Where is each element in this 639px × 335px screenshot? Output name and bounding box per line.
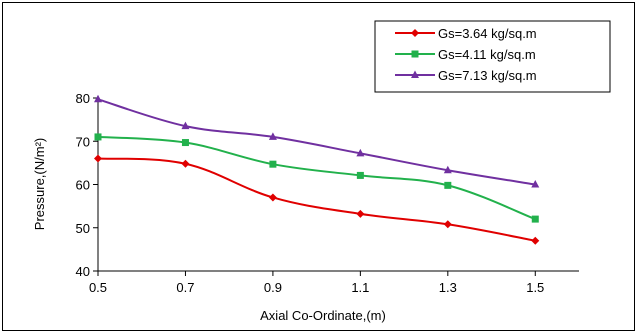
axes (97, 98, 579, 272)
legend-label: Gs=4.11 kg/sq.m (438, 47, 536, 62)
series-line (97, 135, 536, 221)
data-point (444, 181, 452, 189)
data-point (94, 154, 102, 163)
data-point (94, 133, 102, 141)
series-line (97, 157, 536, 242)
data-point (356, 209, 365, 218)
x-tick-label: 1.1 (351, 280, 369, 295)
legend: Gs=3.64 kg/sq.m Gs=4.11 kg/sq.m Gs=7.13 kg… (374, 20, 611, 93)
x-tick-label: 0.9 (264, 280, 282, 295)
series-1 (94, 154, 540, 245)
data-point (356, 171, 364, 179)
data-point (94, 94, 102, 103)
y-tick-label: 40 (76, 264, 90, 279)
data-point (531, 236, 540, 245)
y-tick-label: 50 (76, 221, 90, 236)
data-point (181, 159, 190, 168)
data-point (269, 160, 277, 168)
x-ticks: 0.5 0.7 0.9 1.1 1.3 1.5 (89, 271, 544, 295)
y-ticks: 40 50 60 70 80 (76, 91, 98, 279)
legend-marker (411, 29, 419, 37)
x-tick-label: 0.5 (89, 280, 107, 295)
y-tick-label: 70 (76, 134, 90, 149)
series-layer (94, 94, 540, 245)
data-point (356, 148, 365, 157)
data-point (268, 193, 277, 202)
legend-label: Gs=7.13 kg/sq.m (438, 68, 537, 83)
data-point (181, 121, 190, 130)
series-2 (94, 133, 539, 223)
data-point (181, 139, 189, 147)
y-tick-label: 60 (76, 178, 90, 193)
data-point (268, 132, 277, 140)
data-point (443, 165, 452, 174)
series-3 (94, 94, 540, 188)
series-line (97, 98, 536, 186)
x-axis-title: Axial Co-Ordinate,(m) (260, 308, 386, 323)
y-tick-label: 80 (76, 91, 90, 106)
legend-marker (411, 70, 419, 78)
legend-label: Gs=3.64 kg/sq.m (438, 26, 537, 41)
line-chart: 40 50 60 70 80 0.5 0.7 0.9 1.1 1.3 1.5 Axial Co-O… (32, 20, 611, 323)
data-point (531, 215, 539, 223)
x-tick-label: 1.3 (439, 280, 457, 295)
x-tick-label: 0.7 (176, 280, 194, 295)
x-tick-label: 1.5 (526, 280, 544, 295)
data-point (443, 220, 452, 229)
legend-marker (411, 50, 419, 58)
chart-frame: 40 50 60 70 80 0.5 0.7 0.9 1.1 1.3 1.5 Axial Co-O… (2, 2, 635, 331)
data-point (531, 180, 540, 188)
y-axis-title: Pressure,(N/m²) (32, 138, 47, 230)
